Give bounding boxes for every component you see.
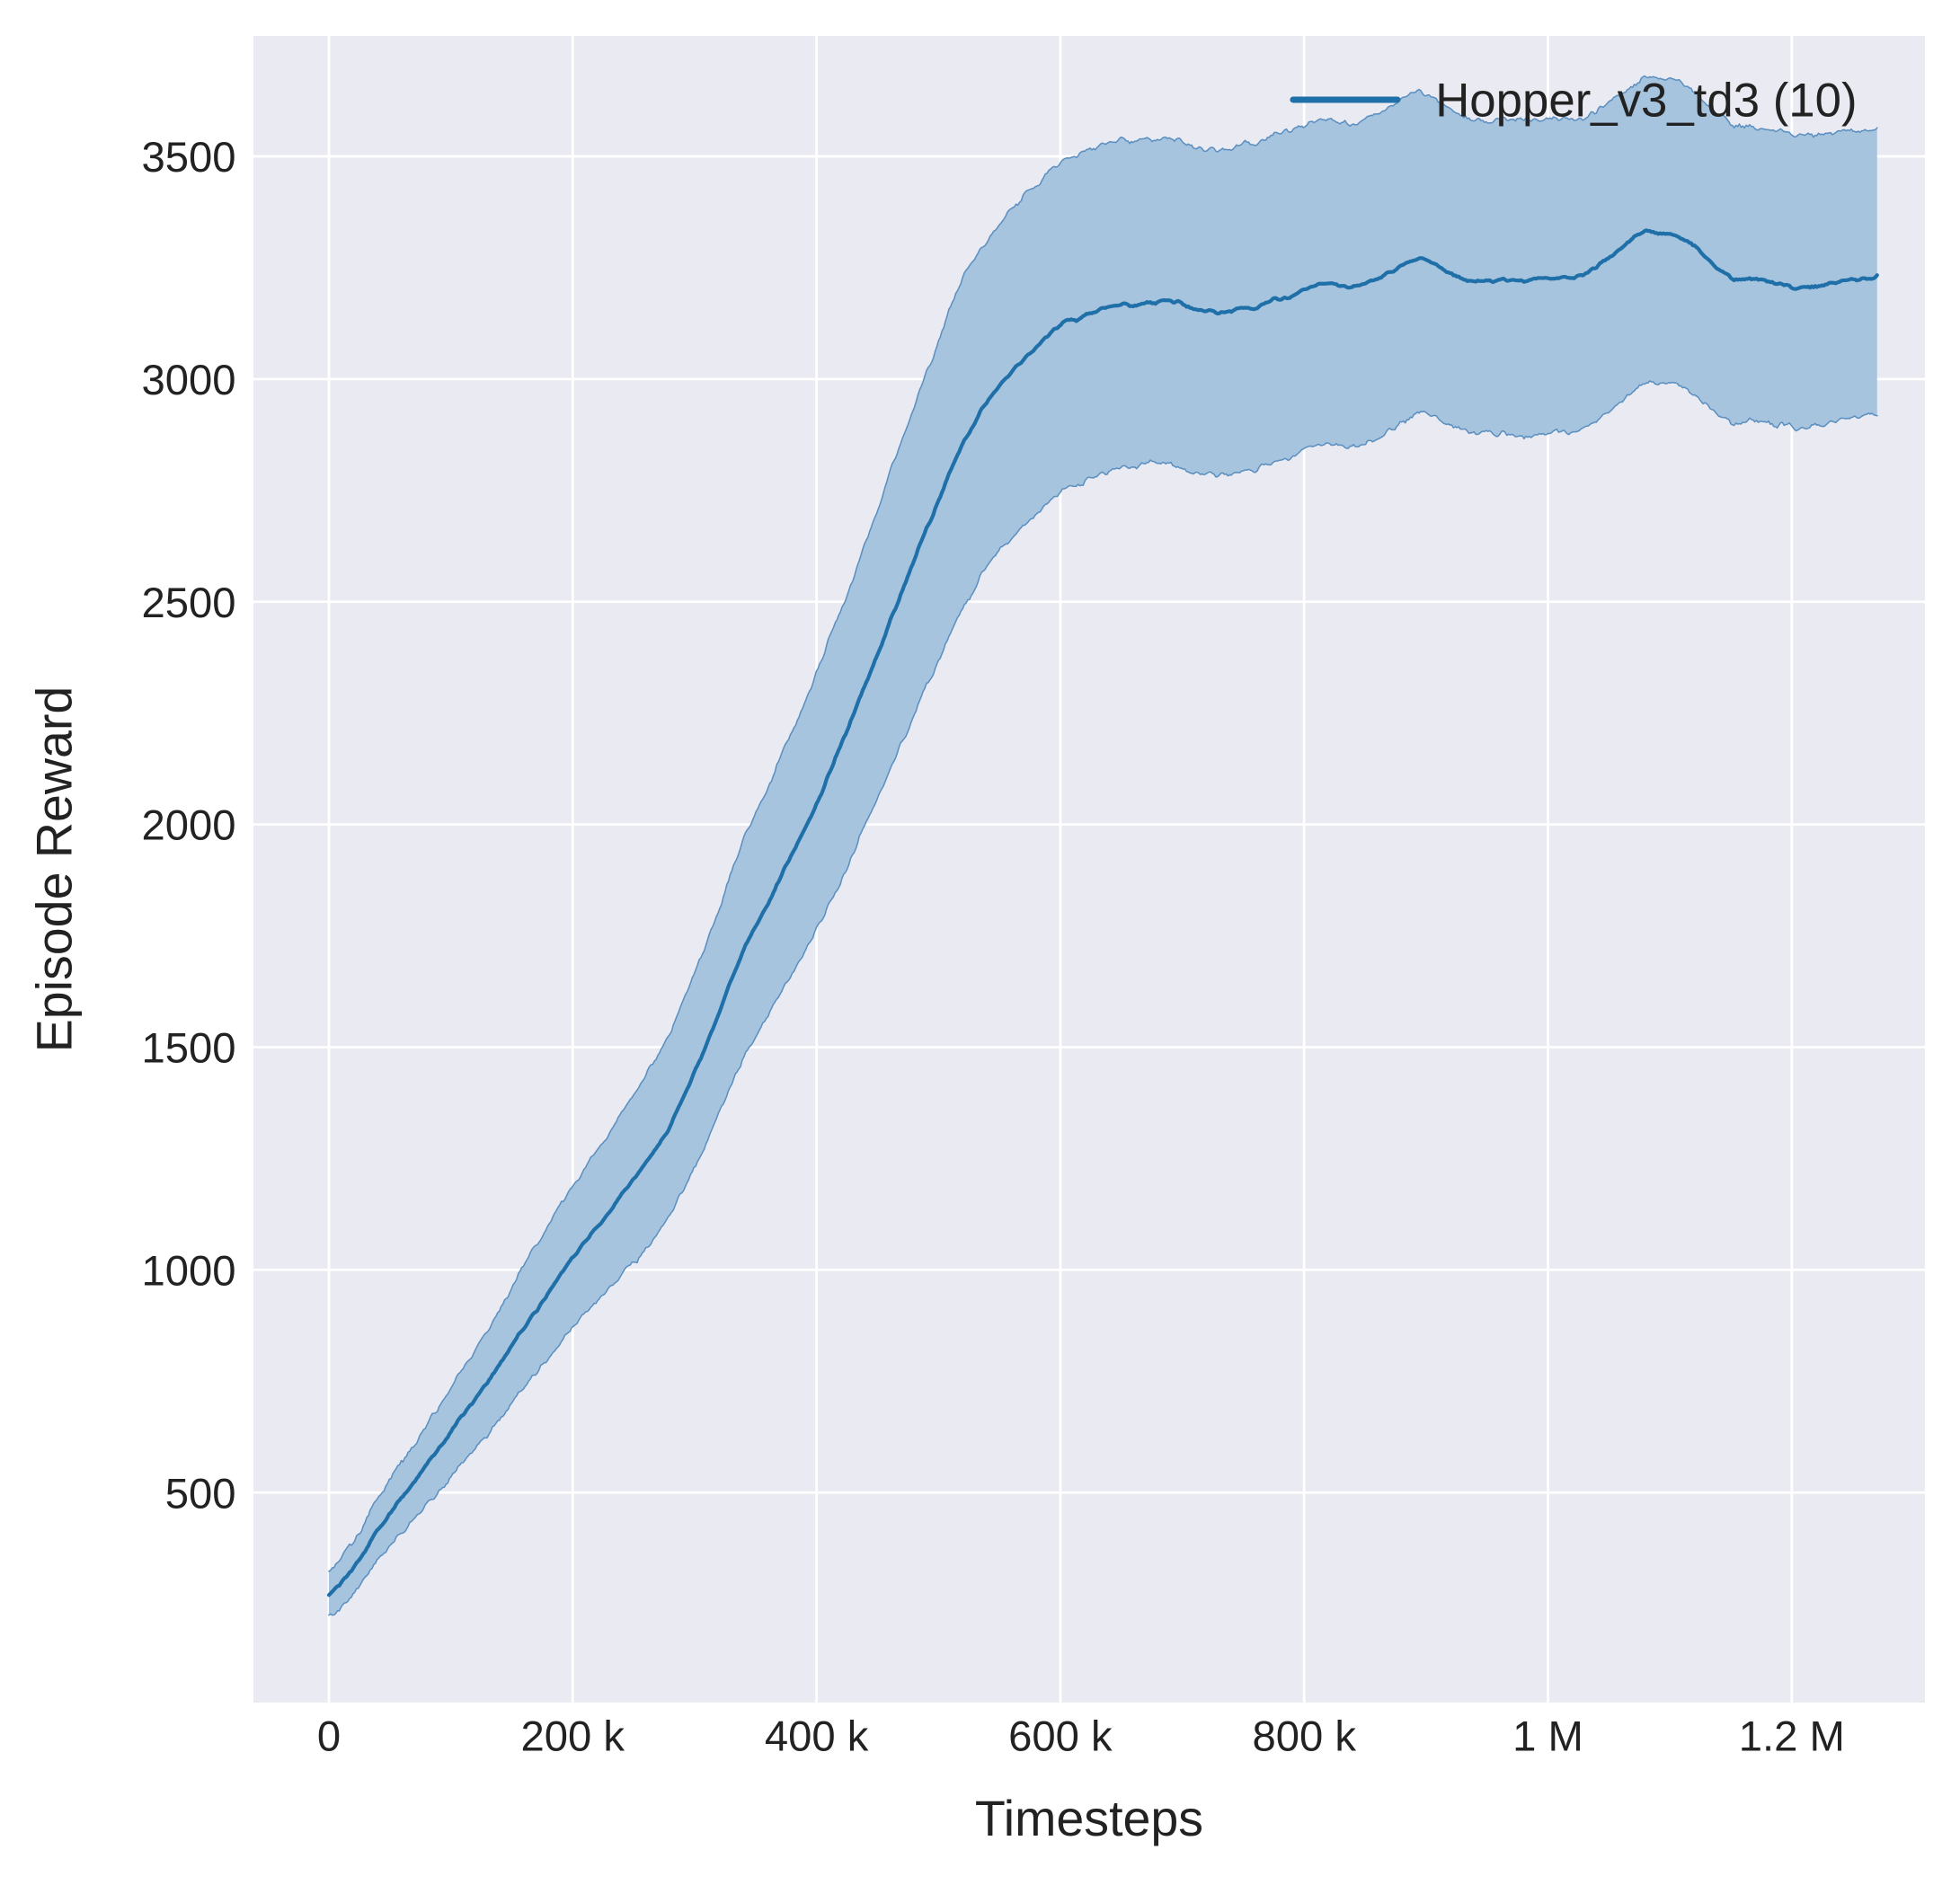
svg-text:1 M: 1 M xyxy=(1512,1713,1583,1761)
svg-text:Hopper_v3_td3 (10): Hopper_v3_td3 (10) xyxy=(1435,74,1857,127)
svg-text:2500: 2500 xyxy=(142,580,236,627)
svg-text:1000: 1000 xyxy=(142,1247,236,1295)
svg-text:3000: 3000 xyxy=(142,357,236,404)
svg-text:200 k: 200 k xyxy=(521,1713,625,1761)
svg-text:3500: 3500 xyxy=(142,134,236,181)
svg-text:Timesteps: Timesteps xyxy=(975,1791,1203,1846)
svg-text:1500: 1500 xyxy=(142,1025,236,1073)
svg-text:400 k: 400 k xyxy=(765,1713,869,1761)
svg-text:0: 0 xyxy=(317,1713,341,1761)
svg-text:800 k: 800 k xyxy=(1252,1713,1356,1761)
svg-text:1.2 M: 1.2 M xyxy=(1739,1713,1845,1761)
svg-text:500: 500 xyxy=(165,1470,236,1518)
svg-text:2000: 2000 xyxy=(142,802,236,850)
svg-text:Episode Reward: Episode Reward xyxy=(26,686,82,1053)
svg-text:600 k: 600 k xyxy=(1008,1713,1113,1761)
